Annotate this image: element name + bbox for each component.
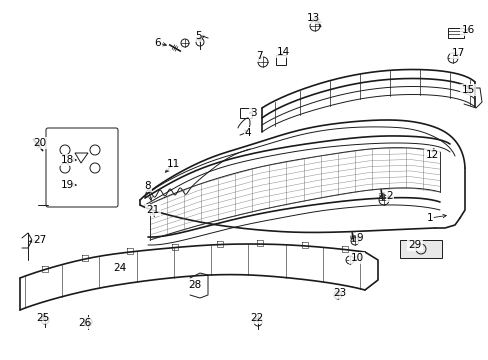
- Text: 16: 16: [461, 25, 474, 35]
- Text: 14: 14: [276, 47, 289, 57]
- Bar: [240, 108, 251, 118]
- Text: 11: 11: [166, 159, 179, 169]
- Text: 5: 5: [194, 31, 201, 41]
- Text: 8: 8: [144, 181, 151, 191]
- Text: 9: 9: [356, 233, 363, 243]
- Text: 29: 29: [407, 240, 421, 250]
- Text: 21: 21: [146, 205, 159, 215]
- Bar: [399, 240, 441, 258]
- Bar: [447, 28, 463, 38]
- Text: 17: 17: [450, 48, 464, 58]
- Text: 7: 7: [255, 51, 262, 61]
- Text: 22: 22: [250, 313, 263, 323]
- Text: 23: 23: [333, 288, 346, 298]
- Text: 20: 20: [33, 138, 46, 148]
- Text: 26: 26: [78, 318, 91, 328]
- Text: 24: 24: [113, 263, 126, 273]
- Text: 4: 4: [244, 128, 251, 138]
- Text: 3: 3: [249, 108, 256, 118]
- Text: 1: 1: [426, 213, 432, 223]
- Text: 6: 6: [154, 38, 161, 48]
- Text: 15: 15: [461, 85, 474, 95]
- Text: 27: 27: [33, 235, 46, 245]
- Text: 18: 18: [60, 155, 74, 165]
- Text: 10: 10: [350, 253, 363, 263]
- Text: 2: 2: [386, 191, 392, 201]
- Text: 12: 12: [425, 150, 438, 160]
- Text: 28: 28: [188, 280, 201, 290]
- Text: 25: 25: [36, 313, 49, 323]
- Text: 19: 19: [60, 180, 74, 190]
- Bar: [275, 55, 285, 65]
- Text: 13: 13: [306, 13, 319, 23]
